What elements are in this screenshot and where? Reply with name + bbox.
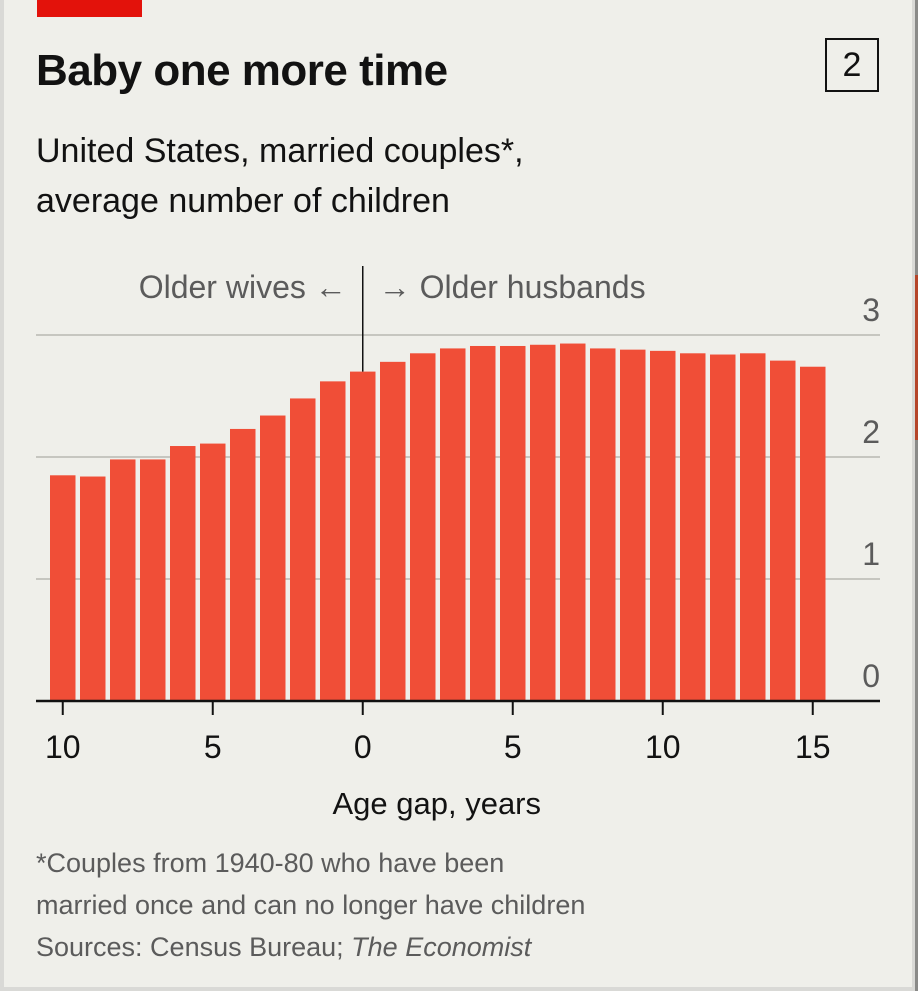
bar bbox=[440, 348, 466, 701]
x-tick-label: 10 bbox=[45, 729, 81, 765]
footnote-line-2: married once and can no longer have chil… bbox=[36, 890, 586, 920]
y-tick-labels: 0 1 2 3 bbox=[862, 292, 880, 694]
footnote-line-1: *Couples from 1940-80 who have been bbox=[36, 848, 505, 878]
bar bbox=[50, 475, 76, 701]
bar bbox=[560, 343, 586, 701]
subtitle-line-1: United States, married couples*, bbox=[36, 132, 524, 170]
x-axis-label: Age gap, years bbox=[332, 786, 541, 821]
annotation-older-husbands: → Older husbands bbox=[379, 269, 646, 305]
bar bbox=[650, 350, 676, 701]
right-edge-strip bbox=[915, 0, 918, 991]
bar bbox=[500, 345, 526, 701]
right-edge-accent bbox=[915, 275, 918, 440]
x-axis-ticks: 10 5 0 5 10 15 bbox=[45, 701, 831, 765]
annotation-older-wives: Older wives ← bbox=[139, 269, 347, 305]
bar-chart: 0 1 2 3 Older wives ← → Older husbands 10 5 0… bbox=[36, 266, 880, 821]
y-tick-label: 1 bbox=[862, 536, 880, 572]
chart-number-badge: 2 bbox=[825, 38, 879, 92]
bar bbox=[350, 371, 376, 701]
bar bbox=[80, 476, 106, 701]
bar bbox=[770, 360, 796, 701]
x-tick-label: 0 bbox=[354, 729, 372, 765]
bar bbox=[530, 344, 556, 701]
bar bbox=[590, 348, 616, 701]
bar bbox=[140, 459, 166, 701]
subtitle-line-2: average number of children bbox=[36, 182, 450, 220]
bars bbox=[50, 343, 826, 701]
bar bbox=[740, 353, 766, 701]
bar bbox=[290, 398, 316, 701]
chart-title: Baby one more time bbox=[36, 46, 448, 95]
x-tick-label: 10 bbox=[645, 729, 681, 765]
bar bbox=[170, 446, 196, 701]
x-tick-label: 15 bbox=[795, 729, 831, 765]
source-prefix: Sources: Census Bureau; bbox=[36, 932, 352, 962]
y-tick-label: 3 bbox=[862, 292, 880, 328]
chart-card: Baby one more time 2 United States, marr… bbox=[4, 0, 912, 987]
bar bbox=[380, 361, 406, 701]
y-tick-label: 0 bbox=[862, 658, 880, 694]
bar bbox=[200, 443, 226, 701]
x-tick-label: 5 bbox=[204, 729, 222, 765]
brand-red-tag bbox=[37, 0, 142, 17]
footnote: *Couples from 1940-80 who have been marr… bbox=[36, 842, 736, 968]
source-publication: The Economist bbox=[351, 932, 532, 962]
bar bbox=[710, 354, 736, 701]
bar bbox=[320, 381, 346, 701]
bar bbox=[260, 415, 286, 701]
source-line: Sources: Census Bureau; The Economist bbox=[36, 926, 736, 968]
bar bbox=[410, 353, 436, 701]
bar bbox=[110, 459, 136, 701]
y-tick-label: 2 bbox=[862, 414, 880, 450]
bar bbox=[680, 353, 706, 701]
bar bbox=[230, 428, 256, 701]
bar bbox=[800, 366, 826, 701]
x-tick-label: 5 bbox=[504, 729, 522, 765]
bar bbox=[470, 345, 496, 701]
bar bbox=[620, 349, 646, 701]
chart-subtitle: United States, married couples*, average… bbox=[36, 126, 736, 226]
